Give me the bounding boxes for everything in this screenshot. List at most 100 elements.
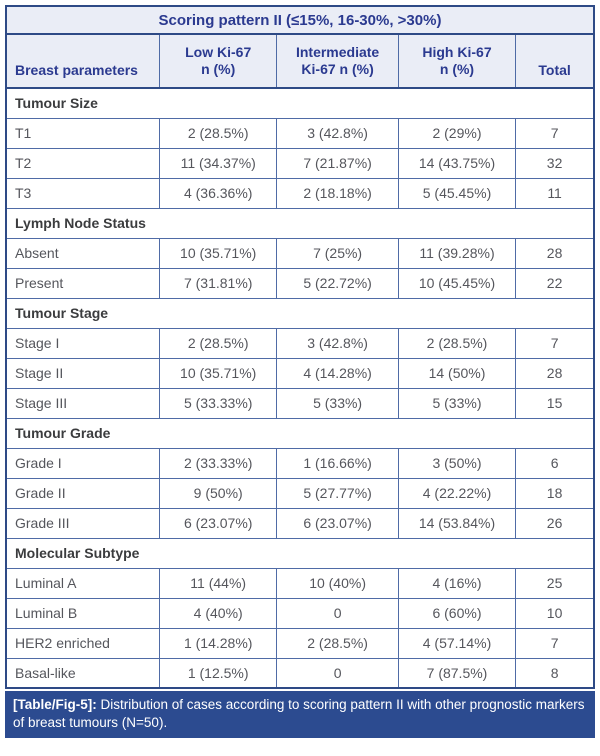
table-row-t3: T3 4 (36.36%) 2 (18.18%) 5 (45.45%) 11 xyxy=(5,177,595,209)
cell-value: 10 (40%) xyxy=(276,567,399,599)
cell-value: 2 (29%) xyxy=(397,117,517,149)
cell-value: 0 xyxy=(276,657,399,689)
cell-value: 0 xyxy=(276,597,399,629)
cell-value: 22 xyxy=(515,267,595,299)
cell-value: 2 (28.5%) xyxy=(158,327,278,359)
cell-value: 5 (33.33%) xyxy=(158,387,278,419)
cell-value: 10 (45.45%) xyxy=(397,267,517,299)
column-header-high-ki-67-n: High Ki-67 n (%) xyxy=(397,33,517,89)
row-label: Luminal A xyxy=(5,567,160,599)
row-label: T2 xyxy=(5,147,160,179)
cell-value: 3 (42.8%) xyxy=(276,117,399,149)
section-title: Tumour Stage xyxy=(5,297,595,329)
section-header-row-tumour-size: Tumour Size xyxy=(5,87,595,119)
section-header-row-molecular-subtype: Molecular Subtype xyxy=(5,537,595,569)
cell-value: 4 (22.22%) xyxy=(397,477,517,509)
cell-value: 6 (23.07%) xyxy=(276,507,399,539)
row-label: Absent xyxy=(5,237,160,269)
table-row-basal-like: Basal-like 1 (12.5%) 0 7 (87.5%) 8 xyxy=(5,657,595,689)
table-row-luminal-a: Luminal A 11 (44%) 10 (40%) 4 (16%) 25 xyxy=(5,567,595,599)
row-label: Grade I xyxy=(5,447,160,479)
column-header-low-ki-67-n: Low Ki-67 n (%) xyxy=(158,33,278,89)
cell-value: 4 (16%) xyxy=(397,567,517,599)
cell-value: 7 (87.5%) xyxy=(397,657,517,689)
cell-value: 1 (14.28%) xyxy=(158,627,278,659)
table-row-absent: Absent 10 (35.71%) 7 (25%) 11 (39.28%) 28 xyxy=(5,237,595,269)
cell-value: 4 (57.14%) xyxy=(397,627,517,659)
cell-value: 6 xyxy=(515,447,595,479)
figure-caption: [Table/Fig-5]: Distribution of cases acc… xyxy=(5,691,595,739)
cell-value: 10 (35.71%) xyxy=(158,237,278,269)
column-header-breast-parameters: Breast parameters xyxy=(5,33,160,89)
cell-value: 14 (53.84%) xyxy=(397,507,517,539)
section-header-row-tumour-stage: Tumour Stage xyxy=(5,297,595,329)
column-header-total: Total xyxy=(515,33,595,89)
column-header-intermediate-ki-67-n: Intermediate Ki-67 n (%) xyxy=(276,33,399,89)
row-label: Grade II xyxy=(5,477,160,509)
table-row-her2-enriched: HER2 enriched 1 (14.28%) 2 (28.5%) 4 (57.14… xyxy=(5,627,595,659)
cell-value: 28 xyxy=(515,357,595,389)
row-label: Basal-like xyxy=(5,657,160,689)
cell-value: 5 (33%) xyxy=(276,387,399,419)
table-row-stage-ii: Stage II 10 (35.71%) 4 (14.28%) 14 (50%) 28 xyxy=(5,357,595,389)
cell-value: 26 xyxy=(515,507,595,539)
column-header-row: Breast parameters Low Ki-67 n (%) Intermed… xyxy=(5,33,595,89)
row-label: Present xyxy=(5,267,160,299)
table-row-stage-iii: Stage III 5 (33.33%) 5 (33%) 5 (33%) 15 xyxy=(5,387,595,419)
table-row-grade-ii: Grade II 9 (50%) 5 (27.77%) 4 (22.22%) 18 xyxy=(5,477,595,509)
cell-value: 7 xyxy=(515,117,595,149)
cell-value: 15 xyxy=(515,387,595,419)
caption-text: Distribution of cases according to scori… xyxy=(13,697,585,731)
cell-value: 7 (21.87%) xyxy=(276,147,399,179)
row-label: T3 xyxy=(5,177,160,209)
cell-value: 6 (60%) xyxy=(397,597,517,629)
cell-value: 1 (16.66%) xyxy=(276,447,399,479)
cell-value: 5 (45.45%) xyxy=(397,177,517,209)
cell-value: 10 xyxy=(515,597,595,629)
row-label: T1 xyxy=(5,117,160,149)
row-label: Stage III xyxy=(5,387,160,419)
cell-value: 5 (27.77%) xyxy=(276,477,399,509)
cell-value: 3 (42.8%) xyxy=(276,327,399,359)
cell-value: 5 (22.72%) xyxy=(276,267,399,299)
cell-value: 2 (28.5%) xyxy=(276,627,399,659)
cell-value: 9 (50%) xyxy=(158,477,278,509)
cell-value: 3 (50%) xyxy=(397,447,517,479)
cell-value: 8 xyxy=(515,657,595,689)
row-label: Luminal B xyxy=(5,597,160,629)
section-header-row-tumour-grade: Tumour Grade xyxy=(5,417,595,449)
table-title: Scoring pattern II (≤15%, 16-30%, >30%) xyxy=(5,5,595,35)
cell-value: 4 (14.28%) xyxy=(276,357,399,389)
cell-value: 4 (40%) xyxy=(158,597,278,629)
scoring-pattern-table: Scoring pattern II (≤15%, 16-30%, >30%) … xyxy=(5,5,595,689)
cell-value: 6 (23.07%) xyxy=(158,507,278,539)
cell-value: 11 (39.28%) xyxy=(397,237,517,269)
section-header-row-lymph-node-status: Lymph Node Status xyxy=(5,207,595,239)
section-title: Tumour Grade xyxy=(5,417,595,449)
cell-value: 18 xyxy=(515,477,595,509)
cell-value: 2 (28.5%) xyxy=(158,117,278,149)
cell-value: 11 (34.37%) xyxy=(158,147,278,179)
cell-value: 11 (44%) xyxy=(158,567,278,599)
cell-value: 5 (33%) xyxy=(397,387,517,419)
cell-value: 14 (50%) xyxy=(397,357,517,389)
cell-value: 7 (31.81%) xyxy=(158,267,278,299)
cell-value: 7 xyxy=(515,327,595,359)
table-row-grade-iii: Grade III 6 (23.07%) 6 (23.07%) 14 (53.84%)… xyxy=(5,507,595,539)
cell-value: 7 xyxy=(515,627,595,659)
row-label: HER2 enriched xyxy=(5,627,160,659)
cell-value: 2 (18.18%) xyxy=(276,177,399,209)
table-row-present: Present 7 (31.81%) 5 (22.72%) 10 (45.45%) 22 xyxy=(5,267,595,299)
cell-value: 2 (28.5%) xyxy=(397,327,517,359)
cell-value: 7 (25%) xyxy=(276,237,399,269)
cell-value: 25 xyxy=(515,567,595,599)
table-row-t2: T2 11 (34.37%) 7 (21.87%) 14 (43.75%) 32 xyxy=(5,147,595,179)
row-label: Stage II xyxy=(5,357,160,389)
section-title: Molecular Subtype xyxy=(5,537,595,569)
cell-value: 2 (33.33%) xyxy=(158,447,278,479)
cell-value: 28 xyxy=(515,237,595,269)
